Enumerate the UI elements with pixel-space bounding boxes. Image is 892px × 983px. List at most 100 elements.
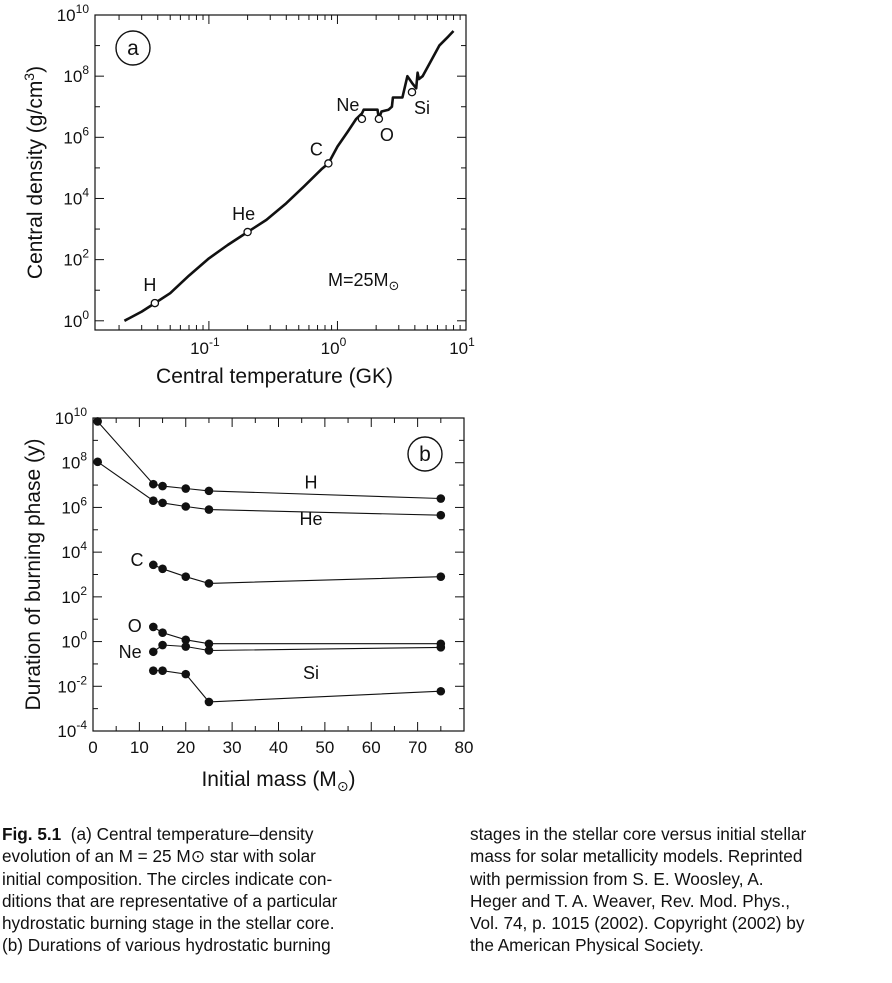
- panel-b-series-he-point: [436, 510, 446, 520]
- figure-canvas: 10-1 100 1011001021041061081010HHeCNeOSiaM…: [21, 2, 475, 794]
- panel-a-x-tick-label: 100: [321, 335, 347, 358]
- panel-b-series-he-point: [148, 496, 158, 505]
- panel-b-series-h-point: [148, 479, 158, 489]
- panel-b-series-o-point: [148, 622, 158, 632]
- panel-b-series-ne-line: [152, 644, 441, 653]
- panel-a-label-circle: [115, 30, 151, 66]
- caption-line: (b) Durations of various hydrostatic bur…: [2, 935, 331, 956]
- panel-b-x-tick-label: 50: [315, 738, 334, 757]
- panel-b-label-circle: [407, 436, 443, 472]
- panel-b-series-c-point: [158, 564, 167, 574]
- panel-b-series-si-point: [436, 686, 446, 696]
- panel-a-label-ne: Ne: [336, 95, 359, 115]
- panel-b-series-label-o: O: [128, 616, 142, 636]
- caption-right-column: stages in the stellar core versus initia…: [470, 823, 890, 957]
- panel-b-y-axis-title: Duration of burning phase (y): [22, 439, 45, 711]
- panel-b-frame: [92, 417, 465, 732]
- panel-b-series-h-point: [436, 494, 446, 503]
- panel-a-label-h: H: [143, 275, 156, 295]
- panel-b-x-tick-label: 30: [223, 738, 242, 757]
- panel-a-label-si: Si: [414, 98, 430, 118]
- panel-b-series-ne-point: [148, 647, 158, 657]
- panel-a-marker-o: [374, 114, 384, 124]
- panel-a-x-tick-label: 101: [449, 335, 475, 358]
- panel-b-y-tick-label: 102: [61, 584, 87, 607]
- caption-line: mass for solar metallicity models. Repri…: [470, 846, 803, 867]
- panel-b-series-ne-point: [436, 643, 446, 652]
- panel-a-x-axis-title: Central temperature (GK): [156, 365, 393, 388]
- panel-b-x-tick-label: 0: [88, 738, 97, 757]
- panel-a-x-tick-label: 10-1: [190, 335, 220, 358]
- panel-b-series-c-point: [436, 572, 446, 581]
- panel-b-y-tick-label: 10-2: [57, 673, 87, 696]
- panel-b-series-label-c: C: [131, 550, 144, 570]
- panel-b-series-he-point: [158, 498, 167, 508]
- figure-label: Fig. 5.1: [2, 824, 62, 844]
- caption-line: Heger and T. A. Weaver, Rev. Mod. Phys.,: [470, 890, 791, 911]
- panel-b-label: b: [419, 443, 431, 466]
- panel-b-series-he-point: [204, 505, 214, 514]
- panel-b-series-he-point: [181, 502, 191, 511]
- panel-b-x-tick-label: 70: [408, 738, 427, 757]
- panel-b-series-si-point: [148, 666, 158, 675]
- panel-b-series-h-point: [93, 417, 102, 426]
- caption-text: (a) Central temperature–density: [70, 824, 314, 844]
- caption-line: initial composition. The circles indicat…: [2, 868, 333, 889]
- panel-b-series-h-point: [181, 484, 191, 493]
- panel-b-series-label-he: He: [299, 509, 322, 529]
- panel-b-series-c-point: [148, 560, 158, 570]
- panel-b-y-tick-label: 100: [61, 629, 87, 652]
- panel-b-series-c-point: [204, 579, 214, 588]
- panel-b-series-h-point: [204, 486, 214, 496]
- caption-left-column: Fig. 5.1 (a) Central temperature–density…: [2, 823, 438, 957]
- panel-b-y-tick-label: 104: [61, 539, 87, 562]
- panel-b-x-tick-label: 40: [269, 738, 288, 757]
- panel-a-y-tick-label: 102: [63, 247, 89, 270]
- panel-b-x-axis-title: Initial mass (M⊙): [201, 768, 355, 794]
- caption-line: Vol. 74, p. 1015 (2002). Copyright (2002…: [470, 913, 805, 934]
- panel-b-series-ne-point: [158, 640, 167, 650]
- panel-b-series-si-point: [181, 669, 191, 679]
- panel-b-x-tick-label: 80: [455, 738, 474, 757]
- panel-b-series-o-point: [158, 628, 167, 637]
- panel-a-label-c: C: [310, 139, 323, 159]
- panel-b-series-si-point: [158, 666, 167, 675]
- panel-b-series-o-point: [204, 639, 214, 649]
- panel-b-x-tick-label: 20: [176, 738, 195, 757]
- panel-a-label-he: He: [232, 204, 255, 224]
- panel-b-y-tick-label: 108: [61, 450, 87, 473]
- panel-a-marker-he: [243, 227, 252, 237]
- panel-b-x-tick-label: 10: [130, 738, 149, 757]
- caption-line: the American Physical Society.: [470, 935, 704, 956]
- caption-line: ditions that are representative of a par…: [2, 890, 338, 911]
- panel-b-series-label-ne: Ne: [119, 642, 142, 662]
- panel-a-mass-annotation: M=25M⊙: [328, 270, 399, 293]
- caption-line: stages in the stellar core versus initia…: [470, 824, 807, 844]
- panel-a-marker-c: [324, 159, 333, 168]
- panel-a-y-tick-label: 106: [63, 124, 89, 147]
- panel-b-series-c-line: [153, 564, 441, 584]
- panel-b-series-o-point: [181, 635, 191, 645]
- panel-b-series-c-point: [181, 572, 191, 581]
- panel-b-series-si-line: [153, 670, 441, 703]
- caption-line: with permission from S. E. Woosley, A.: [470, 868, 764, 889]
- panel-a-frame: [94, 14, 467, 331]
- panel-a-marker-si: [407, 87, 417, 97]
- panel-b-series-o-line: [153, 626, 441, 645]
- panel-b-series-h-point: [158, 481, 167, 491]
- panel-a-evolution-line: [123, 30, 455, 322]
- panel-b-series-he-point: [93, 457, 102, 467]
- panel-b-series-label-si: Si: [303, 663, 319, 683]
- panel-b-series-ne-point: [204, 646, 214, 655]
- panel-a-marker-ne: [357, 114, 367, 124]
- caption-line: Fig. 5.1 (a) Central temperature–density: [2, 823, 438, 845]
- panel-a-y-axis-title: Central density (g/cm3): [21, 66, 47, 279]
- panel-b-series-h-line: [97, 421, 441, 500]
- panel-a-label-o: O: [380, 125, 394, 145]
- panel-b-y-tick-label: 10-4: [57, 718, 87, 741]
- panel-b-y-tick-label: 106: [61, 494, 87, 517]
- panel-a-y-tick-label: 1010: [57, 2, 90, 25]
- panel-a-y-tick-label: 108: [63, 63, 89, 86]
- panel-b-series-he-line: [97, 461, 441, 516]
- panel-a-marker-h: [150, 298, 160, 308]
